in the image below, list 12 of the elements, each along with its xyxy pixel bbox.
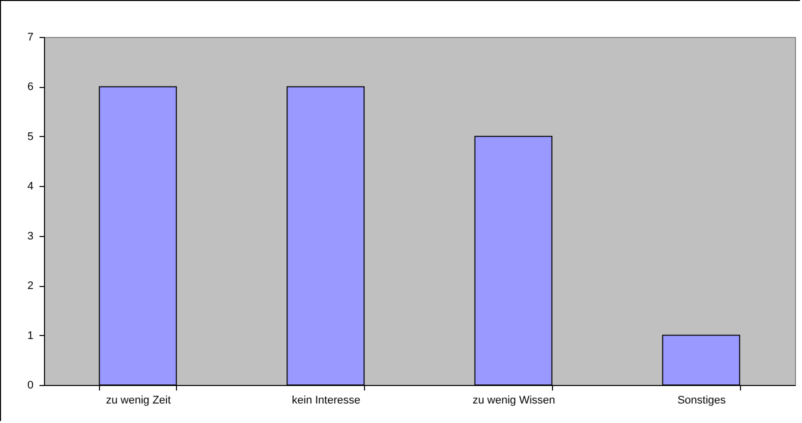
x-tick-label: zu wenig Zeit [106, 394, 171, 406]
y-tick-label: 7 [27, 32, 34, 44]
y-tick-label: 0 [27, 380, 34, 392]
y-tick-label: 5 [27, 130, 34, 143]
y-tick-label: 1 [27, 330, 34, 342]
x-tick-label: Sonstiges [677, 394, 726, 406]
y-tick-label: 6 [27, 81, 34, 94]
y-tick-label: 4 [27, 180, 34, 193]
x-tick-label: zu wenig Wissen [472, 394, 556, 406]
x-tick-label: kein Interesse [292, 394, 360, 406]
y-tick-label: 3 [27, 230, 34, 242]
y-tick-label: 2 [27, 280, 34, 292]
